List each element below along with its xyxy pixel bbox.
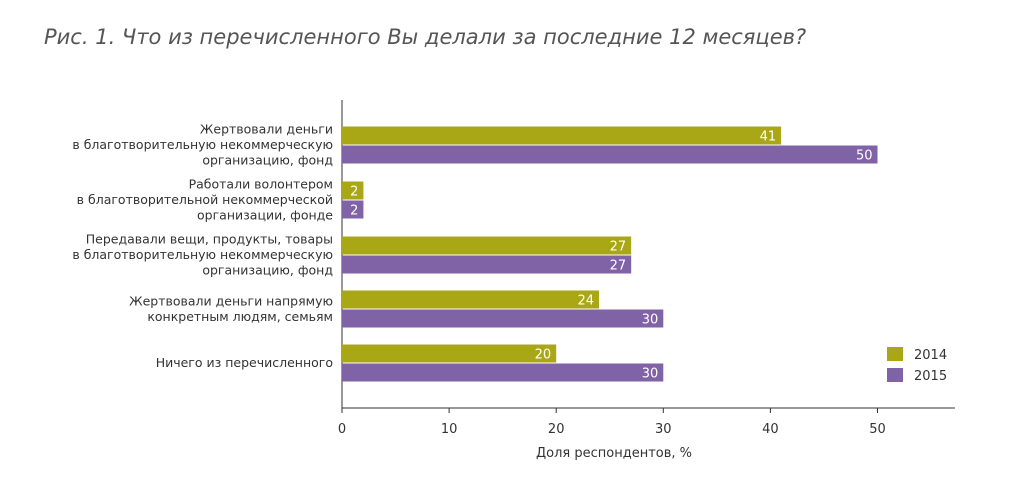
x-axis-label: Доля респондентов, % <box>536 446 692 461</box>
data-label: 50 <box>856 149 873 164</box>
x-tick-label: 10 <box>441 422 458 437</box>
bar-2015 <box>342 200 364 219</box>
data-label: 27 <box>610 240 627 255</box>
legend-swatch-2014 <box>887 347 903 361</box>
legend-label-2015: 2015 <box>914 369 947 384</box>
category-label-line: Жертвовали деньги напрямую <box>129 293 333 308</box>
data-label: 20 <box>535 348 552 363</box>
category-label-line: в благотворительную некоммерческую <box>72 247 333 262</box>
data-label: 27 <box>610 259 627 274</box>
category-label-line: Работали волонтером <box>189 177 333 192</box>
x-tick-label: 20 <box>548 422 565 437</box>
category-label-line: конкретным людям, семьям <box>147 309 333 324</box>
legend-label-2014: 2014 <box>914 348 947 363</box>
category-label: Ничего из перечисленного <box>156 355 333 370</box>
bar-2015 <box>342 145 878 164</box>
category-label-line: в благотворительной некоммерческой <box>77 192 333 207</box>
bar-2015 <box>342 363 664 382</box>
category-label-line: организацию, фонд <box>202 153 333 168</box>
data-label: 30 <box>642 313 659 328</box>
category-label-line: организации, фонде <box>197 208 333 223</box>
category-label: Жертвовали деньги в благотворительную нек… <box>72 122 333 168</box>
category-label: Работали волонтером в благотворительной н… <box>77 177 334 223</box>
bar-2015 <box>342 255 632 274</box>
bar-2014 <box>342 126 782 145</box>
bar-2014 <box>342 181 364 200</box>
data-label: 2 <box>350 204 358 219</box>
bar-2015 <box>342 309 664 328</box>
bar-2014 <box>342 290 600 309</box>
data-label: 2 <box>350 185 358 200</box>
category-label-line: Передавали вещи, продукты, товары <box>86 232 333 247</box>
category-label: Жертвовали деньги напрямую конкретным люд… <box>129 293 333 324</box>
category-label: Передавали вещи, продукты, товары в благо… <box>72 232 333 278</box>
x-tick-label: 50 <box>869 422 886 437</box>
chart-title: Рис. 1. Что из перечисленного Вы делали … <box>44 25 806 49</box>
category-label-line: организацию, фонд <box>202 263 333 278</box>
data-label: 30 <box>642 367 659 382</box>
category-label-line: Жертвовали деньги <box>200 122 333 137</box>
x-tick-label: 40 <box>762 422 779 437</box>
category-label-line: в благотворительную некоммерческую <box>72 137 333 152</box>
data-label: 41 <box>760 130 777 145</box>
bar-2014 <box>342 344 557 363</box>
bar-2014 <box>342 236 632 255</box>
legend-swatch-2015 <box>887 368 903 382</box>
category-label-line: Ничего из перечисленного <box>156 355 333 370</box>
data-label: 24 <box>577 294 594 309</box>
x-tick-label: 30 <box>655 422 672 437</box>
x-tick-label: 0 <box>338 422 346 437</box>
